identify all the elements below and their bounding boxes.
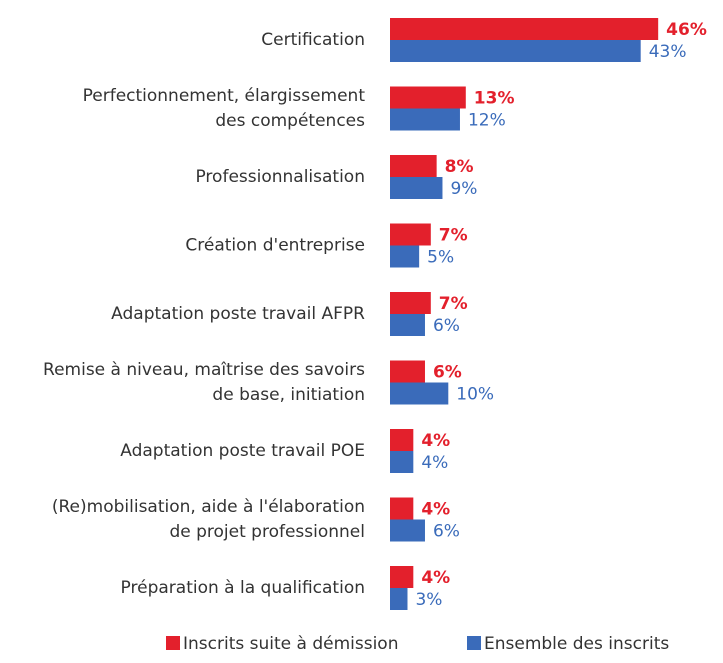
bar xyxy=(390,108,460,131)
value-label: 10% xyxy=(456,385,494,405)
category-label: (Re)mobilisation, aide à l'élaboration xyxy=(52,497,365,517)
legend-label: Inscrits suite à démission xyxy=(183,634,398,654)
legend-swatch xyxy=(166,636,180,650)
value-label: 13% xyxy=(474,89,515,109)
bar xyxy=(390,155,437,177)
bar xyxy=(390,86,466,109)
value-label: 6% xyxy=(433,316,460,336)
category-label: Remise à niveau, maîtrise des savoirs xyxy=(43,360,365,380)
bar xyxy=(390,429,414,451)
value-label: 9% xyxy=(450,179,477,199)
bar xyxy=(390,245,420,268)
bar xyxy=(390,451,414,473)
category-label: Création d'entreprise xyxy=(185,236,365,256)
legend-label: Ensemble des inscrits xyxy=(484,634,669,654)
category-label: des compétences xyxy=(215,111,365,131)
value-label: 7% xyxy=(439,294,468,314)
bar xyxy=(390,18,659,40)
bar xyxy=(390,497,414,520)
value-label: 46% xyxy=(666,20,707,40)
value-label: 4% xyxy=(421,500,450,520)
category-label: Préparation à la qualification xyxy=(121,578,365,598)
value-label: 4% xyxy=(421,431,450,451)
bar xyxy=(390,177,443,199)
value-label: 4% xyxy=(421,453,448,473)
value-label: 3% xyxy=(415,590,442,610)
category-label: Adaptation poste travail AFPR xyxy=(111,304,365,324)
value-label: 7% xyxy=(439,226,468,246)
value-label: 6% xyxy=(433,363,462,383)
category-label: Certification xyxy=(261,30,365,50)
value-label: 6% xyxy=(433,522,460,542)
legend-swatch xyxy=(467,636,481,650)
value-label: 4% xyxy=(421,568,450,588)
category-label: Adaptation poste travail POE xyxy=(120,441,365,461)
category-label: Professionnalisation xyxy=(195,167,365,187)
bar xyxy=(390,360,425,383)
category-label: de base, initiation xyxy=(212,385,365,405)
bar xyxy=(390,292,431,314)
bar xyxy=(390,588,408,610)
bar xyxy=(390,223,431,246)
bar xyxy=(390,314,425,336)
bar xyxy=(390,382,449,405)
category-label: Perfectionnement, élargissement xyxy=(83,86,366,106)
bar xyxy=(390,519,425,542)
value-label: 43% xyxy=(649,42,687,62)
bar xyxy=(390,566,414,588)
category-label: de projet professionnel xyxy=(169,522,365,542)
bar xyxy=(390,40,641,62)
value-label: 12% xyxy=(468,111,506,131)
value-label: 8% xyxy=(445,157,474,177)
value-label: 5% xyxy=(427,248,454,268)
